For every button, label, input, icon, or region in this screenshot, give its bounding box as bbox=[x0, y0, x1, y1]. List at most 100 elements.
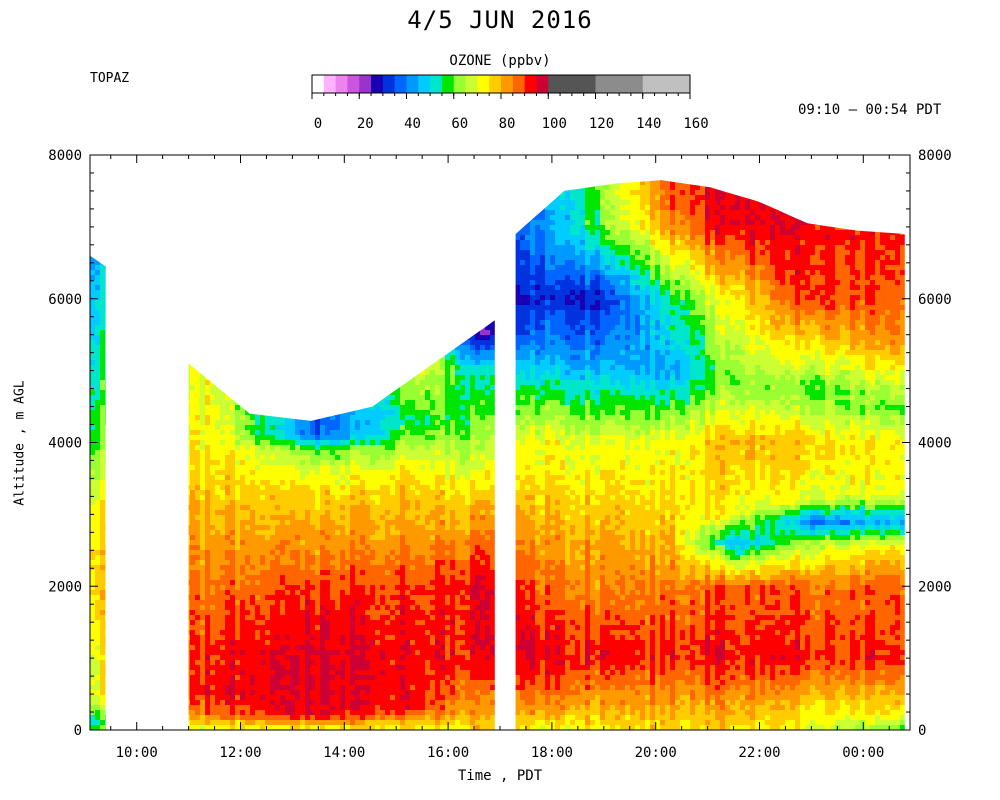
ozone-cell bbox=[220, 640, 226, 646]
ozone-cell bbox=[100, 360, 106, 366]
ozone-cell bbox=[150, 265, 156, 271]
ozone-cell bbox=[225, 195, 231, 201]
ozone-cell bbox=[165, 465, 171, 471]
ozone-cell bbox=[120, 345, 126, 351]
ozone-cell bbox=[150, 360, 156, 366]
ozone-cell bbox=[230, 475, 236, 481]
ozone-cell bbox=[295, 510, 301, 516]
ozone-cell bbox=[295, 380, 301, 386]
ozone-cell bbox=[305, 220, 311, 226]
ozone-cell bbox=[135, 505, 141, 511]
ozone-cell bbox=[195, 510, 201, 516]
ozone-cell bbox=[175, 510, 181, 516]
ozone-cell bbox=[200, 180, 206, 181]
ozone-cell bbox=[270, 605, 276, 611]
ozone-cell bbox=[195, 545, 201, 551]
ozone-cell bbox=[165, 230, 171, 236]
ozone-cell bbox=[160, 240, 166, 246]
ozone-cell bbox=[190, 250, 196, 256]
ozone-cell bbox=[125, 485, 131, 491]
ozone-cell bbox=[115, 670, 121, 676]
ozone-cell bbox=[175, 165, 180, 170]
ozone-cell bbox=[120, 305, 126, 311]
ozone-cell bbox=[235, 280, 241, 286]
ozone-cell bbox=[255, 565, 261, 571]
ozone-cell bbox=[90, 710, 96, 716]
ozone-cell bbox=[265, 565, 271, 571]
ozone-cell bbox=[210, 605, 216, 611]
ozone-cell bbox=[230, 500, 236, 506]
ozone-cell bbox=[100, 405, 106, 411]
ozone-cell bbox=[170, 520, 176, 526]
ozone-cell bbox=[295, 415, 301, 421]
ozone-cell bbox=[260, 295, 266, 301]
ozone-cell bbox=[290, 220, 296, 226]
ozone-cell bbox=[120, 385, 126, 391]
ozone-cell bbox=[125, 455, 131, 461]
ozone-cell bbox=[125, 390, 131, 396]
ozone-cell bbox=[220, 260, 226, 266]
ozone-cell bbox=[235, 290, 241, 296]
ozone-cell bbox=[150, 345, 156, 351]
ozone-cell bbox=[215, 400, 221, 406]
ozone-cell bbox=[150, 320, 156, 326]
ozone-cell bbox=[90, 180, 96, 181]
ozone-cell bbox=[260, 385, 266, 391]
ozone-cell bbox=[195, 690, 201, 696]
ozone-cell bbox=[225, 220, 231, 226]
ozone-cell bbox=[160, 350, 166, 356]
ozone-cell bbox=[225, 530, 231, 536]
ozone-cell bbox=[230, 630, 236, 636]
ozone-cell bbox=[250, 235, 256, 241]
ozone-cell bbox=[170, 710, 176, 716]
ozone-cell bbox=[235, 470, 241, 476]
ozone-cell bbox=[190, 325, 196, 331]
ozone-cell bbox=[180, 450, 186, 456]
ozone-cell bbox=[260, 265, 266, 271]
ozone-cell bbox=[200, 635, 206, 641]
ozone-cell bbox=[270, 180, 276, 186]
ozone-cell bbox=[140, 515, 146, 521]
ozone-cell bbox=[160, 680, 166, 686]
ozone-cell bbox=[235, 185, 241, 191]
ozone-cell bbox=[215, 245, 221, 251]
ozone-cell bbox=[240, 200, 246, 206]
ozone-cell bbox=[295, 525, 301, 531]
ozone-cell bbox=[155, 690, 161, 696]
ozone-cell bbox=[290, 190, 296, 196]
ozone-cell bbox=[215, 540, 221, 546]
ozone-cell bbox=[205, 515, 211, 521]
ozone-cell bbox=[220, 320, 226, 326]
ozone-cell bbox=[200, 575, 206, 581]
ozone-cell bbox=[265, 215, 271, 221]
ozone-cell bbox=[115, 210, 121, 216]
ozone-cell bbox=[130, 400, 136, 406]
ozone-cell bbox=[295, 230, 301, 236]
ozone-cell bbox=[195, 345, 201, 351]
ozone-cell bbox=[300, 205, 306, 211]
ozone-cell bbox=[205, 465, 211, 471]
ozone-cell bbox=[265, 570, 271, 576]
ozone-cell bbox=[185, 535, 191, 541]
ozone-cell bbox=[280, 245, 286, 251]
ozone-cell bbox=[135, 315, 141, 321]
ozone-cell bbox=[305, 180, 311, 186]
ozone-cell bbox=[200, 420, 206, 426]
ozone-cell bbox=[115, 355, 121, 361]
ozone-cell bbox=[130, 295, 136, 301]
ozone-cell bbox=[105, 410, 111, 416]
ozone-cell bbox=[100, 480, 106, 486]
ozone-cell bbox=[235, 415, 241, 421]
ozone-cell bbox=[140, 720, 146, 726]
ozone-cell bbox=[215, 655, 221, 661]
ozone-cell bbox=[165, 580, 171, 586]
ozone-cell bbox=[275, 435, 281, 441]
ozone-cell bbox=[265, 535, 271, 541]
ozone-cell bbox=[175, 315, 181, 321]
ozone-cell bbox=[235, 660, 241, 666]
ozone-cell bbox=[230, 280, 236, 286]
ozone-cell bbox=[175, 395, 181, 401]
ozone-cell bbox=[135, 155, 140, 160]
ozone-cell bbox=[275, 275, 281, 281]
ozone-cell bbox=[270, 515, 276, 521]
